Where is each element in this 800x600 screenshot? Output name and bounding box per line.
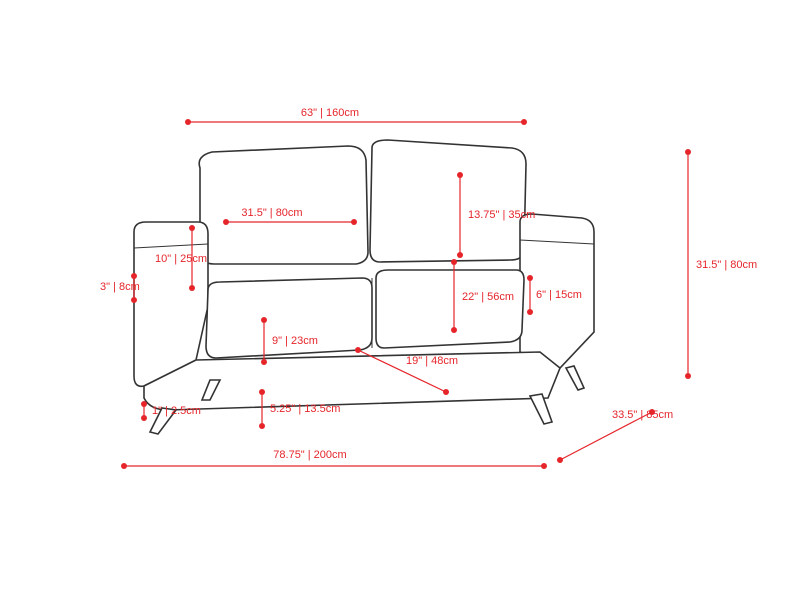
- dim-label: 10" | 25cm: [155, 253, 207, 265]
- dim-label: 31.5" | 80cm: [241, 207, 302, 219]
- dim-endpoint: [223, 219, 229, 225]
- dim-top-width: 63" | 160cm: [185, 107, 527, 125]
- dim-label: 13.75" | 35cm: [468, 209, 535, 221]
- dim-label: 6" | 15cm: [536, 289, 582, 301]
- dim-endpoint: [541, 463, 547, 469]
- dim-label: 3" | 8cm: [100, 281, 140, 293]
- dim-arm-cap-h: 3" | 8cm: [100, 273, 140, 303]
- dim-label: 33.5" | 85cm: [612, 409, 673, 421]
- dim-label: 1" | 2.5cm: [152, 405, 201, 417]
- dim-endpoint: [351, 219, 357, 225]
- dim-overall-height: 31.5" | 80cm: [685, 149, 757, 379]
- dim-endpoint: [185, 119, 191, 125]
- dim-endpoint: [527, 309, 533, 315]
- dim-endpoint: [457, 252, 463, 258]
- seat-frame: [144, 352, 560, 410]
- dim-label: 19" | 48cm: [406, 355, 458, 367]
- dim-label: 9" | 23cm: [272, 335, 318, 347]
- dim-endpoint: [121, 463, 127, 469]
- dim-endpoint: [189, 285, 195, 291]
- dim-endpoint: [131, 273, 137, 279]
- dim-endpoint: [141, 415, 147, 421]
- dim-label: 31.5" | 80cm: [696, 259, 757, 271]
- dim-overall-width: 78.75" | 200cm: [121, 449, 547, 469]
- sofa-dimension-diagram: 63" | 160cm 31.5" | 80cm 13.75" | 35cm 10" …: [0, 0, 800, 600]
- dim-endpoint: [451, 259, 457, 265]
- sofa-drawing: [134, 140, 594, 434]
- dim-endpoint: [261, 359, 267, 365]
- dim-endpoint: [259, 423, 265, 429]
- leg-front-right: [530, 394, 552, 424]
- back-cushion-left: [199, 146, 368, 264]
- seat-cushion-right: [376, 270, 524, 348]
- dim-endpoint: [451, 327, 457, 333]
- dim-endpoint: [355, 347, 361, 353]
- dim-label: 22" | 56cm: [462, 291, 514, 303]
- dim-endpoint: [685, 149, 691, 155]
- dim-endpoint: [527, 275, 533, 281]
- dim-endpoint: [189, 225, 195, 231]
- dim-endpoint: [443, 389, 449, 395]
- dim-endpoint: [457, 172, 463, 178]
- dim-endpoint: [131, 297, 137, 303]
- dim-label: 63" | 160cm: [301, 107, 359, 119]
- dim-endpoint: [521, 119, 527, 125]
- dim-endpoint: [259, 389, 265, 395]
- dim-endpoint: [685, 373, 691, 379]
- dim-endpoint: [261, 317, 267, 323]
- dim-endpoint: [557, 457, 563, 463]
- dim-label: 78.75" | 200cm: [273, 449, 346, 461]
- dim-endpoint: [141, 401, 147, 407]
- dim-overall-depth: 33.5" | 85cm: [557, 409, 673, 463]
- leg-back-right: [566, 366, 584, 390]
- dim-label: 5.25" | 13.5cm: [270, 403, 340, 415]
- back-cushion-right: [370, 140, 526, 262]
